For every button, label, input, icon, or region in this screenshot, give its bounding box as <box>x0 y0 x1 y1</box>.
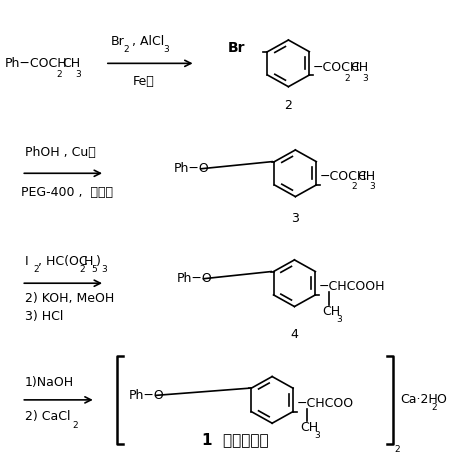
Text: 2: 2 <box>345 74 350 83</box>
Text: Ph−O: Ph−O <box>174 162 210 175</box>
Text: 2) CaCl: 2) CaCl <box>25 410 70 424</box>
Text: ): ) <box>96 255 101 268</box>
Text: Br: Br <box>228 41 245 55</box>
Text: I: I <box>25 255 29 268</box>
Text: 2: 2 <box>284 100 292 112</box>
Text: CH: CH <box>300 421 318 434</box>
Text: 3) HCl: 3) HCl <box>25 310 63 324</box>
Text: , AlCl: , AlCl <box>128 35 164 48</box>
Text: PEG-400 ,  二甲苯: PEG-400 , 二甲苯 <box>21 186 113 199</box>
Text: 2: 2 <box>394 445 400 454</box>
Text: 2: 2 <box>124 45 129 54</box>
Text: CH: CH <box>322 304 340 318</box>
Text: 5: 5 <box>91 265 97 274</box>
Text: 2: 2 <box>352 182 357 191</box>
Text: CH: CH <box>351 61 369 74</box>
Text: 3: 3 <box>369 182 375 191</box>
Text: Ph−COCH: Ph−COCH <box>5 57 68 70</box>
Text: CH: CH <box>358 170 376 183</box>
Text: H: H <box>84 255 94 268</box>
Text: −COCH: −COCH <box>320 170 367 183</box>
Text: −COCH: −COCH <box>313 61 360 74</box>
Text: O: O <box>436 393 446 406</box>
Text: 2: 2 <box>33 265 39 274</box>
Text: 2) KOH, MeOH: 2) KOH, MeOH <box>25 292 114 305</box>
Text: 2: 2 <box>431 404 437 413</box>
Text: 3: 3 <box>362 74 368 83</box>
Text: PhOH , Cu粉: PhOH , Cu粉 <box>25 146 96 159</box>
Text: Br: Br <box>110 35 124 48</box>
Text: 3: 3 <box>291 212 299 225</box>
Text: −CHCOOH: −CHCOOH <box>319 280 385 293</box>
Text: , HC(OC: , HC(OC <box>38 255 87 268</box>
Text: Ph−O: Ph−O <box>177 272 213 285</box>
Text: 2: 2 <box>72 420 78 430</box>
Text: CH: CH <box>62 57 80 70</box>
Text: 3: 3 <box>76 69 81 79</box>
Text: 2: 2 <box>56 69 62 79</box>
Text: 2: 2 <box>79 265 85 274</box>
Text: Ca·2H: Ca·2H <box>400 393 438 406</box>
Text: −CHCOO: −CHCOO <box>297 397 354 410</box>
Text: 3: 3 <box>101 265 107 274</box>
Text: 3: 3 <box>314 431 320 440</box>
Text: 3: 3 <box>336 314 342 324</box>
Text: Ph−O: Ph−O <box>129 389 165 402</box>
Text: 4: 4 <box>290 328 298 341</box>
Text: 1  非诺洛芬馒: 1 非诺洛芬馒 <box>202 432 268 447</box>
Text: 1)NaOH: 1)NaOH <box>25 376 74 389</box>
Text: Fe粉: Fe粉 <box>133 75 155 88</box>
Text: 3: 3 <box>163 45 169 54</box>
